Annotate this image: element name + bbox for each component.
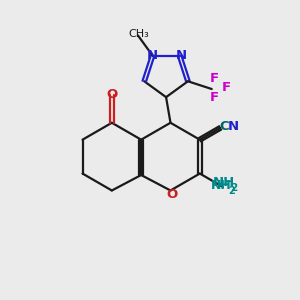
Text: F: F — [210, 72, 219, 85]
Text: 2: 2 — [228, 186, 235, 196]
Text: O: O — [166, 188, 178, 200]
Text: 2: 2 — [230, 183, 237, 193]
Text: CH₃: CH₃ — [128, 29, 149, 39]
Text: F: F — [222, 81, 231, 94]
Text: O: O — [106, 88, 118, 101]
Text: C: C — [220, 120, 230, 133]
Text: F: F — [210, 91, 219, 104]
Text: NH: NH — [213, 176, 236, 190]
Text: N: N — [228, 120, 239, 133]
Text: NH: NH — [211, 179, 232, 192]
Text: N: N — [176, 49, 187, 62]
Text: N: N — [147, 49, 158, 62]
